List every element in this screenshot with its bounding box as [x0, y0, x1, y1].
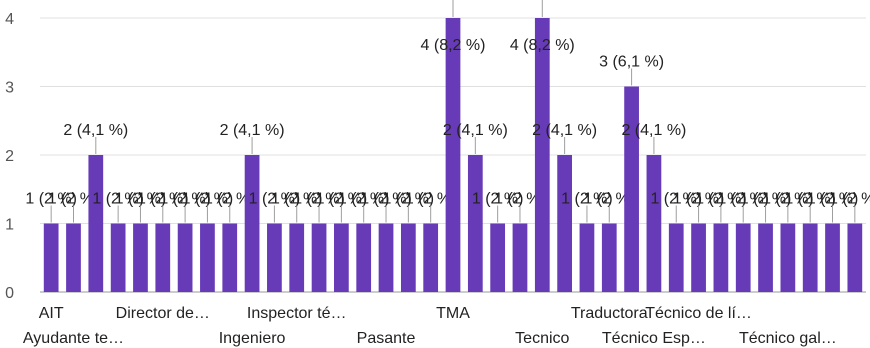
x-category-label: Ayudante te… [23, 330, 124, 347]
y-tick-label: 3 [5, 80, 14, 97]
x-category-label: Técnico Esp… [602, 330, 706, 347]
bar [847, 223, 863, 292]
bar [534, 18, 550, 292]
data-label: 1 (2 %) [695, 191, 747, 208]
bar [445, 18, 461, 292]
bar [244, 155, 260, 292]
bar [825, 223, 840, 292]
bar [222, 223, 238, 292]
data-label: 1 (2 %) [293, 191, 345, 208]
data-label: 2 (4,1 %) [220, 122, 285, 139]
bar [780, 223, 796, 292]
bar [43, 223, 59, 292]
bar [200, 223, 215, 292]
data-label: 1 (2 %) [92, 191, 144, 208]
data-label: 1 (2 %) [561, 191, 613, 208]
bar [802, 223, 818, 292]
data-label: 1 (2 %) [360, 191, 412, 208]
data-label: 4 (8,2 %) [421, 37, 486, 54]
y-tick-label: 1 [5, 217, 14, 234]
x-category-label: TMA [436, 305, 470, 322]
bar [467, 155, 483, 292]
data-label: 1 (2 %) [650, 191, 702, 208]
data-label: 1 (2 %) [271, 191, 323, 208]
data-label: 1 (2 %) [740, 191, 792, 208]
data-label: 1 (2 %) [48, 191, 100, 208]
data-label: 3 (6,1 %) [599, 54, 664, 71]
bar [691, 223, 706, 292]
x-category-label: AIT [39, 305, 64, 322]
data-label: 1 (2 %) [784, 191, 836, 208]
bar [88, 155, 104, 292]
data-label: 1 (2 %) [25, 191, 77, 208]
bar [601, 223, 617, 292]
data-label: 2 (4,1 %) [532, 122, 597, 139]
data-label: 4 (8,2 %) [510, 37, 575, 54]
bar [668, 223, 684, 292]
y-tick-label: 0 [5, 285, 14, 302]
bar [66, 223, 81, 292]
bar [624, 86, 639, 292]
bar [557, 155, 572, 292]
data-label: 1 (2 %) [762, 191, 814, 208]
data-label: 1 (2 %) [182, 191, 234, 208]
data-label: 1 (2 %) [673, 191, 725, 208]
bar [758, 223, 773, 292]
data-label: 2 (4,1 %) [443, 122, 508, 139]
x-category-label: Traductora [571, 305, 648, 322]
bar [334, 223, 349, 292]
bar [579, 223, 595, 292]
data-label: 1 (2 %) [316, 191, 368, 208]
data-label: 1 (2 %) [204, 191, 256, 208]
x-category-label: Inspector té… [247, 305, 347, 322]
y-tick-label: 4 [5, 11, 14, 28]
bar [155, 223, 171, 292]
bar [512, 223, 528, 292]
data-label: 1 (2 %) [583, 191, 635, 208]
bar [735, 223, 751, 292]
bar [311, 223, 327, 292]
data-label: 1 (2 %) [338, 191, 390, 208]
x-category-label: Pasante [357, 330, 416, 347]
x-category-label: Técnico gal… [739, 330, 837, 347]
data-label: 1 (2 %) [383, 191, 435, 208]
data-label: 2 (4,1 %) [621, 122, 686, 139]
data-label: 1 (2 %) [472, 191, 524, 208]
data-label: 1 (2 %) [829, 191, 870, 208]
bar [177, 223, 193, 292]
data-label: 1 (2 %) [159, 191, 211, 208]
data-label: 1 (2 %) [115, 191, 167, 208]
data-label: 1 (2 %) [807, 191, 859, 208]
data-label: 1 (2 %) [137, 191, 189, 208]
data-label: 1 (2 %) [249, 191, 301, 208]
bar [490, 223, 506, 292]
x-category-label: Ingeniero [219, 330, 286, 347]
x-category-label: Director de… [116, 305, 210, 322]
y-tick-label: 2 [5, 148, 14, 165]
bar [713, 223, 729, 292]
data-label: 2 (4,1 %) [63, 122, 128, 139]
bar [267, 223, 282, 292]
data-label: 1 (2 %) [405, 191, 457, 208]
bar [133, 223, 148, 292]
bar [356, 223, 372, 292]
bar [289, 223, 305, 292]
data-label: 1 (2 %) [717, 191, 769, 208]
bar [400, 223, 416, 292]
bar [423, 223, 439, 292]
bar [110, 223, 126, 292]
data-label: 1 (2 %) [494, 191, 546, 208]
x-category-label: Técnico de lí… [645, 305, 752, 322]
bar [646, 155, 662, 292]
x-category-label: Tecnico [515, 330, 569, 347]
bar [378, 223, 394, 292]
